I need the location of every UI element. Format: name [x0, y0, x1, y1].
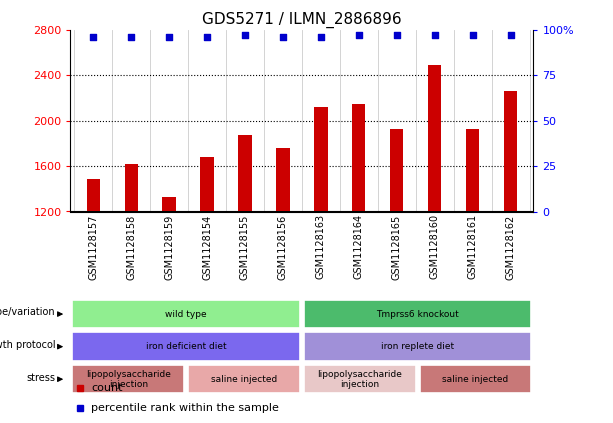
- Point: [392, 32, 402, 38]
- Bar: [314, 107, 327, 212]
- FancyBboxPatch shape: [72, 365, 185, 393]
- Text: iron replete diet: iron replete diet: [381, 342, 454, 351]
- Text: saline injected: saline injected: [443, 375, 509, 384]
- Text: lipopolysaccharide
injection: lipopolysaccharide injection: [86, 370, 171, 389]
- Text: growth protocol: growth protocol: [0, 340, 55, 350]
- Bar: [504, 91, 517, 212]
- Text: percentile rank within the sample: percentile rank within the sample: [91, 403, 279, 413]
- Bar: [200, 157, 214, 212]
- FancyBboxPatch shape: [419, 365, 531, 393]
- Bar: [238, 135, 252, 212]
- Bar: [162, 197, 176, 212]
- Point: [126, 33, 136, 40]
- Text: count: count: [91, 383, 123, 393]
- Text: wild type: wild type: [166, 310, 207, 319]
- Bar: [428, 65, 441, 211]
- Bar: [276, 148, 289, 212]
- Point: [468, 32, 478, 38]
- Point: [354, 32, 364, 38]
- Text: lipopolysaccharide
injection: lipopolysaccharide injection: [318, 370, 402, 389]
- Text: Tmprss6 knockout: Tmprss6 knockout: [376, 310, 459, 319]
- Text: iron deficient diet: iron deficient diet: [146, 342, 227, 351]
- Bar: [352, 104, 365, 212]
- Point: [506, 32, 516, 38]
- Bar: [466, 129, 479, 212]
- FancyBboxPatch shape: [304, 300, 531, 328]
- FancyBboxPatch shape: [188, 365, 300, 393]
- Point: [202, 33, 212, 40]
- Bar: [86, 179, 100, 212]
- Point: [88, 33, 98, 40]
- FancyBboxPatch shape: [72, 332, 300, 361]
- Point: [164, 33, 174, 40]
- Point: [278, 33, 288, 40]
- FancyBboxPatch shape: [304, 332, 531, 361]
- Text: stress: stress: [26, 373, 55, 383]
- Title: GDS5271 / ILMN_2886896: GDS5271 / ILMN_2886896: [202, 12, 402, 28]
- Point: [316, 33, 326, 40]
- Text: genotype/variation: genotype/variation: [0, 308, 55, 318]
- FancyBboxPatch shape: [72, 300, 300, 328]
- Point: [240, 32, 250, 38]
- Bar: [124, 164, 138, 212]
- Bar: [390, 129, 403, 212]
- Point: [430, 32, 440, 38]
- FancyBboxPatch shape: [304, 365, 416, 393]
- Text: saline injected: saline injected: [211, 375, 277, 384]
